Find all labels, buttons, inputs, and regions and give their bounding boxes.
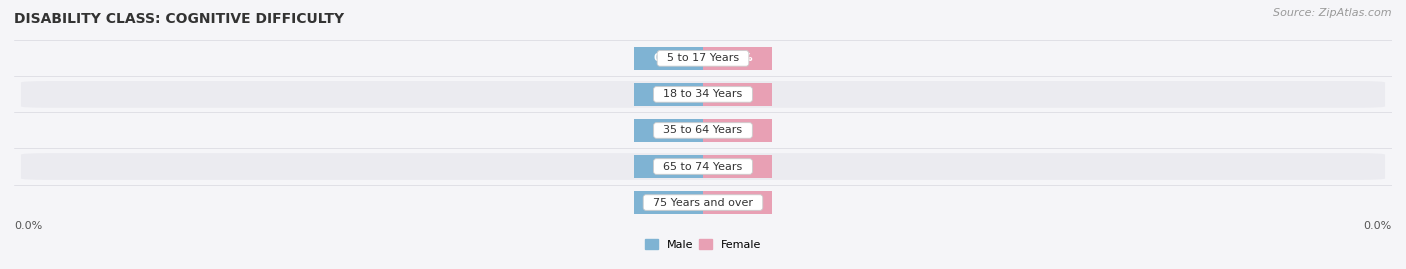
Text: 5 to 17 Years: 5 to 17 Years <box>659 53 747 63</box>
Bar <box>634 47 703 70</box>
Legend: Male, Female: Male, Female <box>640 235 766 255</box>
Text: 0.0%: 0.0% <box>1364 221 1392 231</box>
Bar <box>634 191 703 214</box>
Bar <box>703 191 772 214</box>
FancyBboxPatch shape <box>21 117 1385 144</box>
Text: 0.0%: 0.0% <box>654 125 683 136</box>
Text: 0.0%: 0.0% <box>723 125 752 136</box>
Bar <box>703 83 772 106</box>
Text: 0.0%: 0.0% <box>723 89 752 100</box>
Bar <box>634 155 703 178</box>
Text: 0.0%: 0.0% <box>723 53 752 63</box>
FancyBboxPatch shape <box>21 45 1385 72</box>
Text: 35 to 64 Years: 35 to 64 Years <box>657 125 749 136</box>
FancyBboxPatch shape <box>21 189 1385 216</box>
FancyBboxPatch shape <box>21 81 1385 108</box>
Text: 65 to 74 Years: 65 to 74 Years <box>657 161 749 172</box>
Text: 0.0%: 0.0% <box>723 161 752 172</box>
Text: DISABILITY CLASS: COGNITIVE DIFFICULTY: DISABILITY CLASS: COGNITIVE DIFFICULTY <box>14 12 344 26</box>
Bar <box>634 83 703 106</box>
Text: 0.0%: 0.0% <box>654 89 683 100</box>
Text: 18 to 34 Years: 18 to 34 Years <box>657 89 749 100</box>
Bar <box>634 119 703 142</box>
Text: 0.0%: 0.0% <box>654 161 683 172</box>
Bar <box>703 119 772 142</box>
Text: Source: ZipAtlas.com: Source: ZipAtlas.com <box>1274 8 1392 18</box>
Text: 0.0%: 0.0% <box>654 197 683 208</box>
FancyBboxPatch shape <box>21 153 1385 180</box>
Text: 0.0%: 0.0% <box>654 53 683 63</box>
Text: 0.0%: 0.0% <box>723 197 752 208</box>
Bar <box>703 155 772 178</box>
Text: 0.0%: 0.0% <box>14 221 42 231</box>
Text: 75 Years and over: 75 Years and over <box>645 197 761 208</box>
Bar <box>703 47 772 70</box>
